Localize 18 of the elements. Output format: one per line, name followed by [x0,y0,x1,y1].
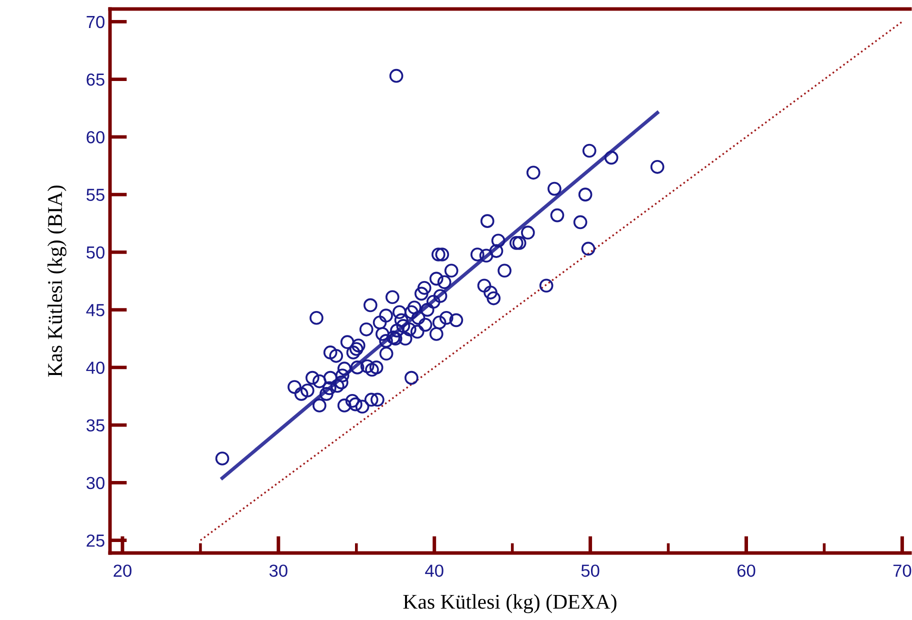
x-tick-label: 50 [581,564,600,577]
x-tick-label: 60 [737,564,756,577]
y-tick-label: 65 [86,73,104,86]
x-tick-label: 40 [425,564,444,577]
y-tick-label: 30 [86,476,104,490]
x-axis-title: Kas Kütlesi (kg) (DEXA) [403,594,616,614]
y-tick-label: 70 [86,16,104,28]
y-tick-label: 35 [86,419,104,432]
y-axis-title: Kas Kütlesi (kg) (BIA) [47,186,66,377]
y-tick-label: 50 [86,246,104,259]
y-tick-label: 40 [86,362,104,374]
x-tick-label: 30 [269,564,288,577]
x-tick-label: 70 [893,564,912,577]
y-tick-label: 55 [86,188,104,202]
y-tick-label: 60 [86,131,104,144]
y-tick-label: 25 [86,534,104,547]
y-tick-label: 45 [86,304,104,316]
x-tick-label: 20 [114,564,132,577]
